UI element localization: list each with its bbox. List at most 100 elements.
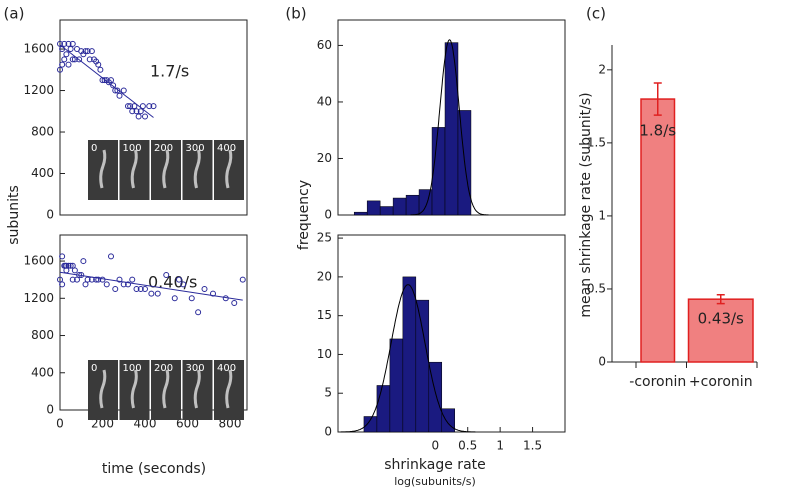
panel-label: (b) xyxy=(285,5,306,23)
y-tick-label: 15 xyxy=(317,308,332,322)
y-tick-label: 0 xyxy=(46,403,54,417)
data-point xyxy=(71,267,78,274)
inset-frame-label: 400 xyxy=(217,363,236,374)
histogram-bar xyxy=(431,127,446,216)
y-tick-label: 800 xyxy=(31,328,54,342)
data-point xyxy=(82,48,89,55)
y-tick-label: 60 xyxy=(317,38,332,52)
data-point xyxy=(131,103,138,110)
data-point xyxy=(69,262,76,269)
plot-frame xyxy=(337,234,566,433)
y-tick-label: 1600 xyxy=(23,254,54,268)
gaussian-fit xyxy=(340,284,476,433)
rate-annotation: 0.40/s xyxy=(148,273,197,292)
error-bar xyxy=(653,82,662,116)
data-point xyxy=(69,56,76,63)
x-axis-label: time (seconds) xyxy=(102,461,206,477)
inset-frame-label: 300 xyxy=(186,143,205,154)
data-point xyxy=(74,276,80,283)
data-point xyxy=(84,276,91,283)
inset-frame-label: 400 xyxy=(217,143,236,154)
x-tick-label: 0 xyxy=(431,439,439,453)
gaussian-fit xyxy=(410,39,489,216)
data-point xyxy=(63,51,70,58)
data-point xyxy=(231,299,238,306)
histogram-bar xyxy=(405,194,420,216)
data-point xyxy=(61,56,68,63)
y-tick-label: 40 xyxy=(317,94,332,108)
histogram-bar xyxy=(444,42,459,216)
data-point xyxy=(154,290,161,297)
data-point xyxy=(114,87,121,94)
data-point xyxy=(210,290,216,297)
y-tick-label: 1200 xyxy=(23,291,54,305)
inset-frame-label: 0 xyxy=(91,143,97,154)
data-point xyxy=(69,40,76,47)
y-tick-label: 400 xyxy=(31,166,54,180)
data-point xyxy=(65,40,72,47)
data-point xyxy=(125,281,131,288)
x-tick-label: 0 xyxy=(56,417,64,431)
data-point xyxy=(120,87,127,94)
filament-image xyxy=(225,149,233,189)
data-point xyxy=(127,103,134,110)
data-point xyxy=(176,276,182,283)
data-point xyxy=(59,281,66,288)
data-point xyxy=(108,253,114,260)
filament-image xyxy=(162,369,170,409)
data-point xyxy=(57,66,63,73)
data-point xyxy=(108,77,114,84)
y-tick-label: 400 xyxy=(31,365,54,379)
data-point xyxy=(146,103,153,110)
x-tick-label: +coronin xyxy=(689,374,753,390)
data-point xyxy=(57,276,63,283)
data-point xyxy=(59,253,66,260)
data-point xyxy=(129,276,136,283)
histogram-bar xyxy=(353,211,368,216)
data-point xyxy=(180,281,187,288)
histogram-bar xyxy=(366,200,381,216)
x-tick-label: 1.5 xyxy=(523,439,542,453)
y-tick-label: 1.5 xyxy=(587,135,606,149)
y-tick-label: 2 xyxy=(598,62,606,76)
error-bar xyxy=(716,294,725,305)
value-label: 1.8/s xyxy=(639,122,676,140)
data-point xyxy=(133,285,140,292)
filament-image xyxy=(225,369,233,409)
data-point xyxy=(163,272,170,279)
filament-image xyxy=(99,149,107,189)
inset-frame-label: 200 xyxy=(154,143,173,154)
data-point xyxy=(239,276,246,283)
filament-image xyxy=(193,369,201,409)
y-tick-label: 800 xyxy=(31,125,54,139)
data-point xyxy=(61,40,68,47)
inset-frame-label: 200 xyxy=(154,363,173,374)
data-point xyxy=(84,48,91,55)
data-point xyxy=(59,61,66,68)
data-point xyxy=(57,40,63,47)
plot-frame xyxy=(59,19,248,216)
x-axis-label: shrinkage rate xyxy=(384,457,486,473)
data-point xyxy=(80,258,87,265)
panel-label: (c) xyxy=(586,5,606,23)
bar xyxy=(687,298,754,363)
histogram-bar xyxy=(379,206,394,216)
data-point xyxy=(148,290,155,297)
y-tick-label: 10 xyxy=(317,347,332,361)
y-tick-label: 0 xyxy=(324,425,332,439)
data-point xyxy=(88,48,95,55)
data-point xyxy=(137,108,144,115)
data-point xyxy=(103,281,110,288)
data-point xyxy=(116,92,123,99)
x-tick-label: 1 xyxy=(496,439,504,453)
data-point xyxy=(135,113,142,120)
y-axis-label: frequency xyxy=(296,180,312,250)
histogram-bar xyxy=(376,385,391,433)
y-tick-label: 0.5 xyxy=(587,281,606,295)
data-point xyxy=(112,285,119,292)
histogram-bar xyxy=(441,408,455,433)
histogram-bar xyxy=(402,276,417,433)
data-point xyxy=(133,108,140,115)
data-point xyxy=(76,56,83,63)
fit-line xyxy=(59,271,243,301)
